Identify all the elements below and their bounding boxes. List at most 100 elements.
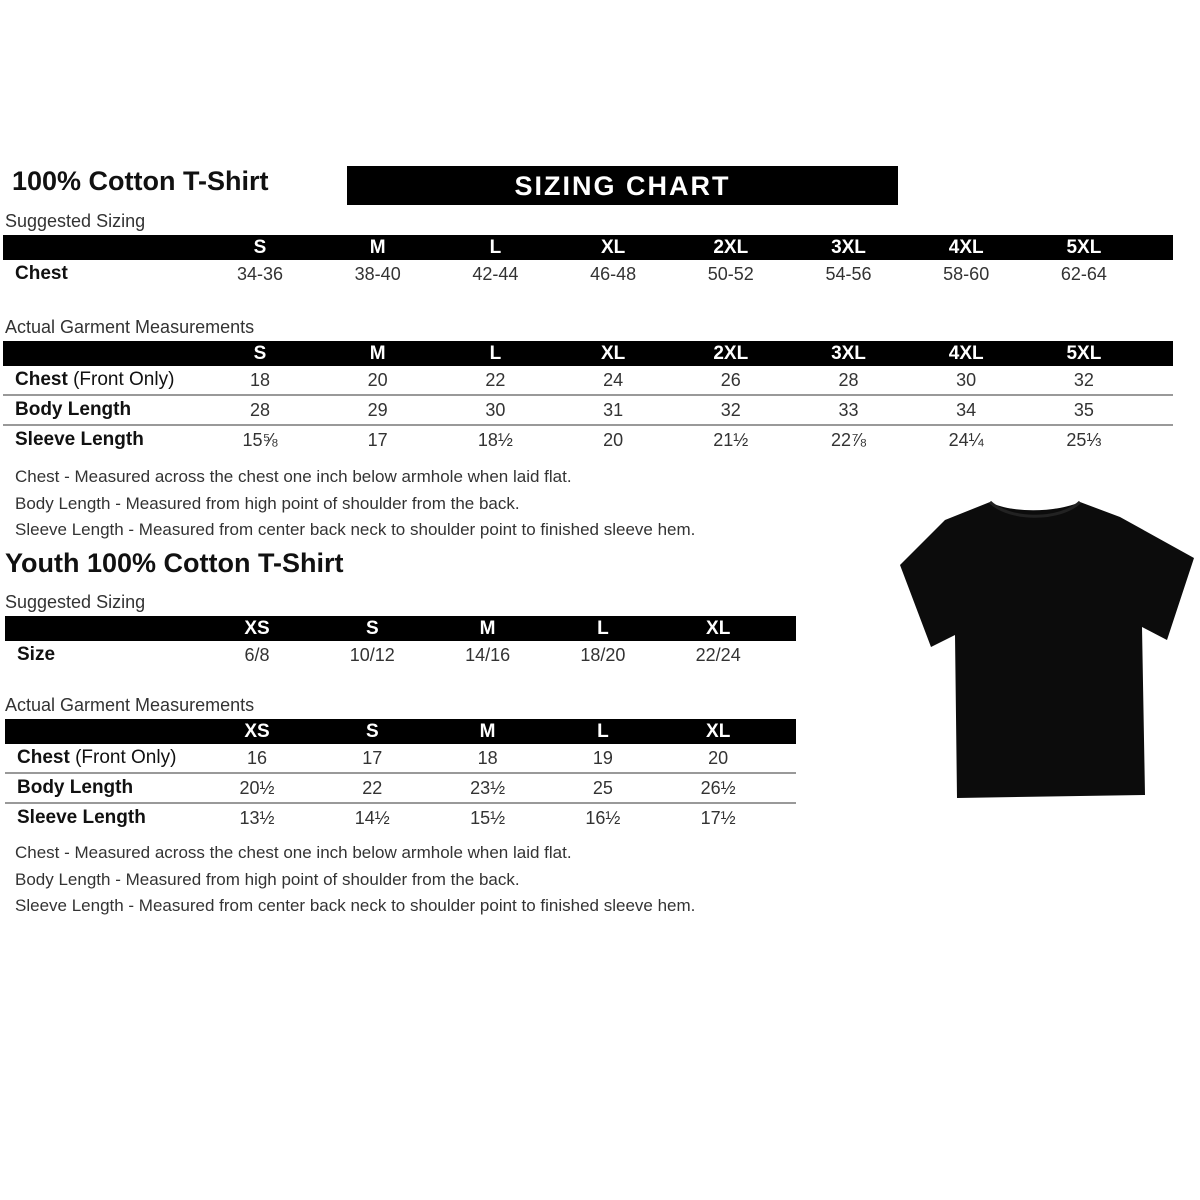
table-cell: 20 [708, 748, 729, 768]
tshirt-icon [900, 500, 1194, 798]
size-header: 2XL [713, 343, 749, 364]
table-row: Body Length 20½ 22 23½ 25 26½ [5, 774, 796, 804]
table-cell: 18 [477, 748, 498, 768]
row-label-note: (Front Only) [67, 369, 175, 390]
size-header: XL [600, 237, 626, 258]
size-header: M [479, 618, 496, 639]
table-cell: 58-60 [943, 264, 990, 284]
size-header: 3XL [831, 343, 866, 364]
table-cell: 14/16 [465, 645, 511, 665]
youth-actual-label: Actual Garment Measurements [5, 695, 255, 715]
adult-suggested-table: S M L XL 2XL 3XL 4XL 5XL Chest 34-36 38-40 42-44 46-… [3, 235, 1173, 288]
table-cell: 16½ [585, 808, 621, 828]
size-header: M [479, 721, 496, 742]
size-header: L [597, 721, 609, 742]
table-cell: 25 [592, 778, 613, 798]
row-label: Body Length [15, 396, 131, 424]
table-row: Chest (Front Only) 16 17 18 19 20 [5, 744, 796, 774]
table-cell: 32 [1073, 370, 1094, 390]
table-cell: 15⅝ [242, 430, 278, 450]
size-header: 3XL [831, 237, 866, 258]
youth-suggested-table: XS S M L XL Size 6/8 10/12 14/16 18/20 22/24 [5, 616, 796, 669]
table-cell: 34 [956, 400, 977, 420]
youth-actual-table: XS S M L XL Chest (Front Only) 16 17 18 19 20 Body … [5, 719, 796, 832]
youth-title: Youth 100% Cotton T-Shirt [5, 548, 344, 578]
sizing-chart-banner: SIZING CHART [347, 166, 898, 205]
row-label: Chest (Front Only) [15, 366, 174, 394]
size-header: XS [244, 618, 270, 639]
table-cell: 30 [485, 400, 506, 420]
table-cell: 23½ [470, 778, 506, 798]
size-header: S [253, 343, 267, 364]
table-cell: 29 [367, 400, 388, 420]
table-cell: 18/20 [580, 645, 626, 665]
size-header: XS [244, 721, 270, 742]
size-header-row: S M L XL 2XL 3XL 4XL 5XL [3, 235, 1173, 260]
size-header-row: XS S M L XL [5, 616, 796, 641]
table-cell: 35 [1073, 400, 1094, 420]
table-cell: 25⅓ [1066, 430, 1102, 450]
row-label: Chest (Front Only) [17, 744, 176, 772]
table-cell: 31 [603, 400, 624, 420]
table-cell: 13½ [239, 808, 275, 828]
size-header: 2XL [713, 237, 749, 258]
table-cell: 19 [592, 748, 613, 768]
size-header: 5XL [1066, 237, 1102, 258]
table-cell: 15½ [470, 808, 506, 828]
size-header-row: XS S M L XL [5, 719, 796, 744]
table-row: Chest (Front Only) 18 20 22 24 26 28 30 32 [3, 366, 1173, 396]
size-header-row: S M L XL 2XL 3XL 4XL 5XL [3, 341, 1173, 366]
size-header: S [365, 721, 379, 742]
note-sleeve-length: Sleeve Length - Measured from center bac… [15, 520, 696, 539]
table-cell: 30 [956, 370, 977, 390]
size-header: S [253, 237, 267, 258]
size-header: S [365, 618, 379, 639]
table-cell: 18½ [477, 430, 513, 450]
youth-notes: Chest - Measured across the chest one in… [15, 840, 695, 920]
table-cell: 22/24 [695, 645, 741, 665]
table-cell: 21½ [713, 430, 749, 450]
table-cell: 6/8 [244, 645, 270, 665]
row-label-text: Sleeve Length [15, 429, 144, 450]
row-label-text: Chest [15, 369, 68, 390]
size-header: M [369, 237, 386, 258]
table-cell: 17½ [700, 808, 736, 828]
size-header: 4XL [948, 237, 984, 258]
size-header: 4XL [948, 343, 984, 364]
adult-suggested-label: Suggested Sizing [5, 211, 146, 231]
table-row: Chest 34-36 38-40 42-44 46-48 50-52 54-56 58-60… [3, 260, 1173, 288]
adult-actual-label: Actual Garment Measurements [5, 317, 255, 337]
table-cell: 20 [367, 370, 388, 390]
adult-title: 100% Cotton T-Shirt [12, 166, 269, 196]
table-cell: 22⅞ [830, 430, 867, 450]
table-cell: 54-56 [825, 264, 872, 284]
table-cell: 20 [603, 430, 624, 450]
table-cell: 20½ [239, 778, 275, 798]
row-label: Sleeve Length [15, 426, 144, 454]
table-cell: 28 [838, 370, 859, 390]
row-label-text: Body Length [17, 777, 134, 798]
table-row: Body Length 28 29 30 31 32 33 34 35 [3, 396, 1173, 426]
row-label-text: Size [17, 644, 56, 665]
table-cell: 62-64 [1060, 264, 1107, 284]
table-cell: 32 [720, 400, 741, 420]
note-body-length: Body Length - Measured from high point o… [15, 869, 520, 889]
table-cell: 38-40 [354, 264, 401, 284]
row-label-text: Body Length [15, 399, 132, 420]
row-label-text: Chest [15, 263, 68, 284]
table-cell: 17 [367, 430, 388, 450]
size-header: XL [706, 618, 731, 639]
table-cell: 42-44 [472, 264, 519, 284]
row-label: Size [17, 641, 55, 669]
size-header: L [597, 618, 609, 639]
note-sleeve-length: Sleeve Length - Measured from center bac… [15, 896, 696, 915]
table-cell: 24 [603, 370, 624, 390]
note-body-length: Body Length - Measured from high point o… [15, 493, 520, 513]
adult-actual-table: S M L XL 2XL 3XL 4XL 5XL Chest (Front Only) 18 20 2… [3, 341, 1173, 454]
size-header: XL [600, 343, 626, 364]
adult-notes: Chest - Measured across the chest one in… [15, 464, 695, 544]
row-label: Body Length [17, 774, 133, 802]
table-cell: 34-36 [236, 264, 284, 284]
table-cell: 22 [362, 778, 383, 798]
